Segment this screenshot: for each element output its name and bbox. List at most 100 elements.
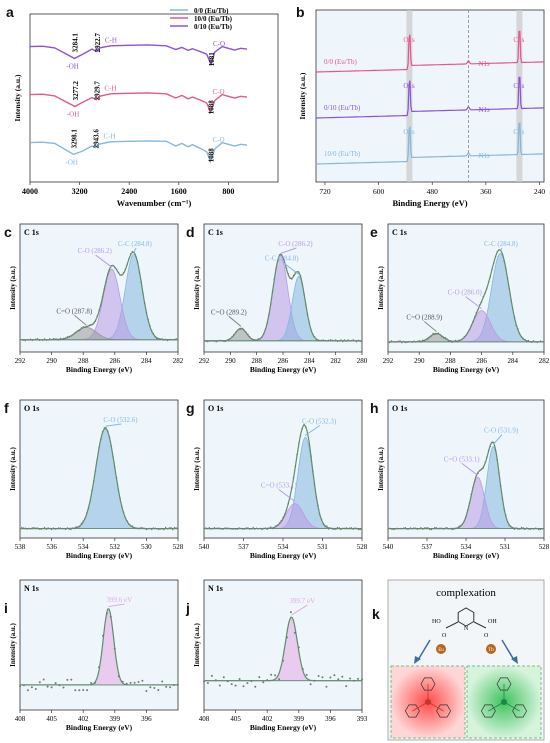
data-point-f [145, 528, 148, 531]
data-point-g [236, 528, 239, 530]
data-point-h [538, 528, 540, 531]
data-point-i [90, 682, 93, 684]
data-point-g [322, 523, 325, 526]
y-axis-label-g: Intensity (a.u.) [193, 446, 201, 490]
eu-complex-ring [420, 677, 436, 691]
data-point-h [484, 461, 486, 464]
data-point-g [227, 527, 230, 529]
data-point-d [275, 268, 277, 270]
data-point-h [493, 441, 495, 444]
data-point-e [506, 277, 509, 279]
data-point-h [397, 528, 400, 530]
data-point-i [46, 685, 49, 688]
data-point-c [59, 337, 62, 340]
data-point-d [248, 335, 251, 338]
data-point-i [109, 615, 112, 618]
data-point-f [75, 526, 77, 528]
data-point-g [298, 442, 300, 445]
data-point-d [229, 337, 231, 340]
peak-pointer-f-0 [105, 423, 122, 427]
data-point-e [543, 340, 545, 342]
data-point-f [80, 522, 83, 524]
ligand-label-2: N [464, 626, 469, 632]
x-tick-label-i: 408 [15, 715, 26, 723]
data-point-i [66, 678, 69, 681]
data-point-d [289, 277, 291, 279]
chart-d: 292 290 288 286 284 282 280 Binding Energy (eV)… [193, 223, 368, 374]
data-point-f [101, 431, 104, 433]
data-point-e [397, 340, 400, 342]
data-point-g [234, 528, 237, 530]
data-point-g [231, 528, 233, 530]
data-point-h [505, 514, 507, 517]
data-point-e [508, 288, 510, 290]
data-point-h [501, 498, 504, 500]
data-point-h [428, 528, 431, 531]
data-point-c [121, 274, 123, 276]
data-point-e [434, 333, 436, 336]
data-point-g [261, 528, 263, 531]
peak-pointer-e-1 [465, 296, 482, 310]
data-point-g [215, 527, 217, 529]
data-point-c [131, 250, 134, 253]
data-point-h [387, 528, 389, 530]
peak-label-g-1: C=O (533.1) [261, 482, 298, 490]
data-point-g [275, 525, 277, 527]
data-point-c [163, 339, 165, 341]
y-axis-label-c: Intensity (a.u.) [9, 265, 17, 309]
data-point-d [219, 339, 221, 341]
data-point-f [33, 527, 35, 529]
data-point-e [501, 253, 504, 256]
data-point-c [29, 338, 32, 340]
data-point-f [163, 529, 165, 531]
data-point-f [54, 528, 56, 530]
data-point-d [266, 322, 268, 325]
data-point-d [250, 337, 253, 340]
legend-label-1: 10/0 (Eu/Tb) [194, 15, 233, 23]
data-point-h [441, 527, 443, 529]
data-point-d [240, 328, 242, 330]
data-point-j [254, 685, 257, 688]
data-point-g [210, 528, 212, 530]
data-point-d [245, 331, 247, 333]
ligand-bond-right [473, 621, 487, 629]
data-point-h [415, 527, 417, 529]
data-point-e [451, 341, 453, 343]
data-point-j [234, 684, 237, 687]
data-point-f [84, 518, 86, 520]
peak-label-e-2: C=O (288.9) [406, 314, 443, 322]
data-point-f [82, 520, 84, 522]
data-point-d [292, 274, 295, 277]
data-point-g [315, 497, 318, 499]
data-point-d [206, 340, 209, 343]
data-point-d [342, 340, 344, 343]
x-tick-label-b: 480 [427, 187, 439, 196]
data-point-j [246, 682, 249, 685]
annotation-oh-value: 3277.2 [72, 81, 80, 101]
data-point-h [541, 528, 543, 530]
data-point-e [399, 340, 401, 342]
data-point-e [401, 342, 403, 344]
data-point-c [57, 339, 60, 341]
data-point-g [287, 503, 289, 505]
data-point-e [505, 267, 507, 270]
series-label-b-2: 10/0 (Eu/Tb) [324, 150, 361, 158]
data-point-f [131, 525, 134, 527]
data-point-f [152, 527, 155, 529]
data-point-d [352, 339, 354, 341]
data-point-d [322, 339, 325, 341]
data-point-j [293, 631, 296, 634]
legend-label-2: 0/10 (Eu/Tb) [194, 23, 233, 31]
data-point-f [115, 477, 118, 479]
data-point-g [356, 527, 358, 530]
x-tick-label-d: 288 [251, 357, 262, 365]
data-point-g [208, 527, 210, 529]
data-point-f [126, 520, 128, 522]
data-point-d [215, 341, 217, 343]
data-point-h [402, 527, 405, 529]
data-point-f [59, 527, 62, 529]
data-point-c [31, 339, 33, 342]
data-point-i [161, 680, 164, 683]
data-point-h [508, 525, 510, 527]
data-point-c [103, 288, 106, 290]
